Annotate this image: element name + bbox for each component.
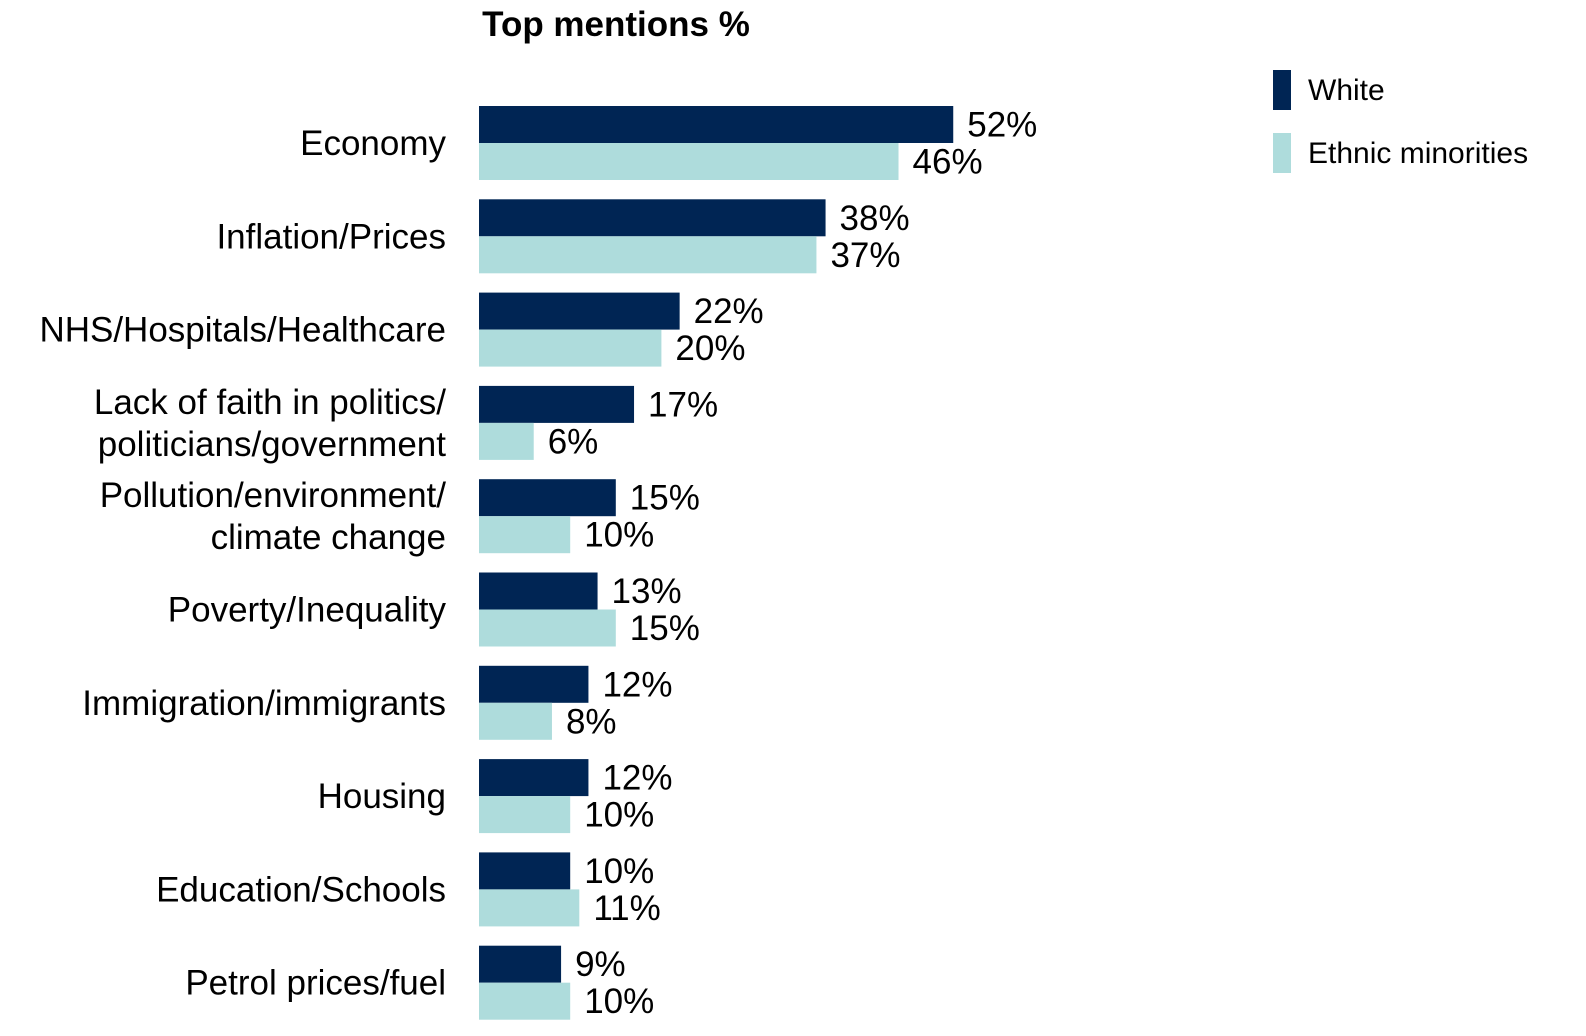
chart-title: Top mentions %: [482, 5, 750, 44]
legend-label: White: [1308, 74, 1385, 107]
category-label-line: Inflation/Prices: [216, 217, 446, 256]
bar-white: [479, 945, 562, 983]
bar-ethnic-minorities: [479, 236, 817, 274]
data-label: 10%: [584, 516, 654, 555]
category-label: Immigration/immigrants: [82, 684, 446, 723]
category-label-line: Pollution/environment/: [100, 476, 447, 515]
data-label: 10%: [584, 852, 654, 891]
category-label: Petrol prices/fuel: [185, 964, 446, 1003]
data-label: 38%: [840, 199, 910, 238]
data-label: 37%: [830, 236, 900, 275]
data-label: 52%: [967, 106, 1037, 145]
bar-white: [479, 199, 826, 237]
category-label-line: Poverty/Inequality: [168, 591, 447, 630]
legend-swatch: [1273, 133, 1291, 173]
category-labels: Economy Inflation/Prices NHS/Hospitals/Hea…: [39, 124, 446, 1003]
bar-ethnic-minorities: [479, 143, 899, 180]
data-label: 15%: [630, 479, 700, 518]
category-label-line: Immigration/immigrants: [82, 684, 446, 723]
bar-white: [479, 292, 680, 330]
bar-ethnic-minorities: [479, 329, 662, 367]
bar-white: [479, 759, 589, 797]
bars: [479, 106, 954, 1020]
bar-white: [479, 479, 616, 517]
legend-label: Ethnic minorities: [1308, 137, 1528, 170]
data-label: 22%: [694, 292, 764, 331]
data-label: 15%: [630, 609, 700, 648]
data-label: 13%: [612, 572, 682, 611]
category-label-line: climate change: [211, 518, 446, 557]
data-label: 10%: [584, 796, 654, 835]
category-label: Inflation/Prices: [216, 217, 446, 256]
bar-ethnic-minorities: [479, 702, 552, 740]
bar-white: [479, 385, 635, 423]
data-label: 11%: [593, 889, 660, 928]
category-label: Education/Schools: [156, 870, 446, 909]
bar-ethnic-minorities: [479, 516, 571, 554]
category-label: NHS/Hospitals/Healthcare: [39, 311, 446, 350]
data-label: 12%: [602, 759, 672, 798]
data-label: 46%: [913, 143, 983, 182]
category-label-line: NHS/Hospitals/Healthcare: [39, 311, 446, 350]
bar-ethnic-minorities: [479, 982, 571, 1020]
category-label: Lack of faith in politics/politicians/go…: [94, 383, 446, 464]
category-label-line: Petrol prices/fuel: [185, 964, 446, 1003]
bar-white: [479, 852, 571, 890]
value-labels: 52%46%38%37%22%20%17%6%15%10%13%15%12%8%…: [548, 106, 1038, 1022]
bar-white: [479, 665, 589, 703]
data-label: 20%: [675, 329, 745, 368]
data-label: 6%: [548, 422, 599, 461]
bar-ethnic-minorities: [479, 609, 616, 647]
data-label: 17%: [648, 385, 718, 424]
category-label-line: Lack of faith in politics/: [94, 383, 446, 422]
legend-swatch: [1273, 70, 1291, 110]
category-label-line: Education/Schools: [156, 870, 446, 909]
bar-ethnic-minorities: [479, 796, 571, 834]
category-label: Economy: [300, 124, 446, 163]
bar-ethnic-minorities: [479, 422, 534, 460]
category-label-line: Economy: [300, 124, 446, 163]
category-label: Housing: [318, 777, 446, 816]
legend: White Ethnic minorities: [1273, 70, 1528, 173]
category-label-line: politicians/government: [98, 425, 447, 464]
bar-ethnic-minorities: [479, 889, 580, 927]
data-label: 12%: [602, 665, 672, 704]
category-label-line: Housing: [318, 777, 446, 816]
category-label: Pollution/environment/climate change: [100, 476, 447, 557]
data-label: 9%: [575, 945, 626, 984]
bar-white: [479, 572, 598, 610]
data-label: 10%: [584, 982, 654, 1021]
bar-white: [479, 106, 954, 143]
data-label: 8%: [566, 702, 617, 741]
category-label: Poverty/Inequality: [168, 591, 447, 630]
